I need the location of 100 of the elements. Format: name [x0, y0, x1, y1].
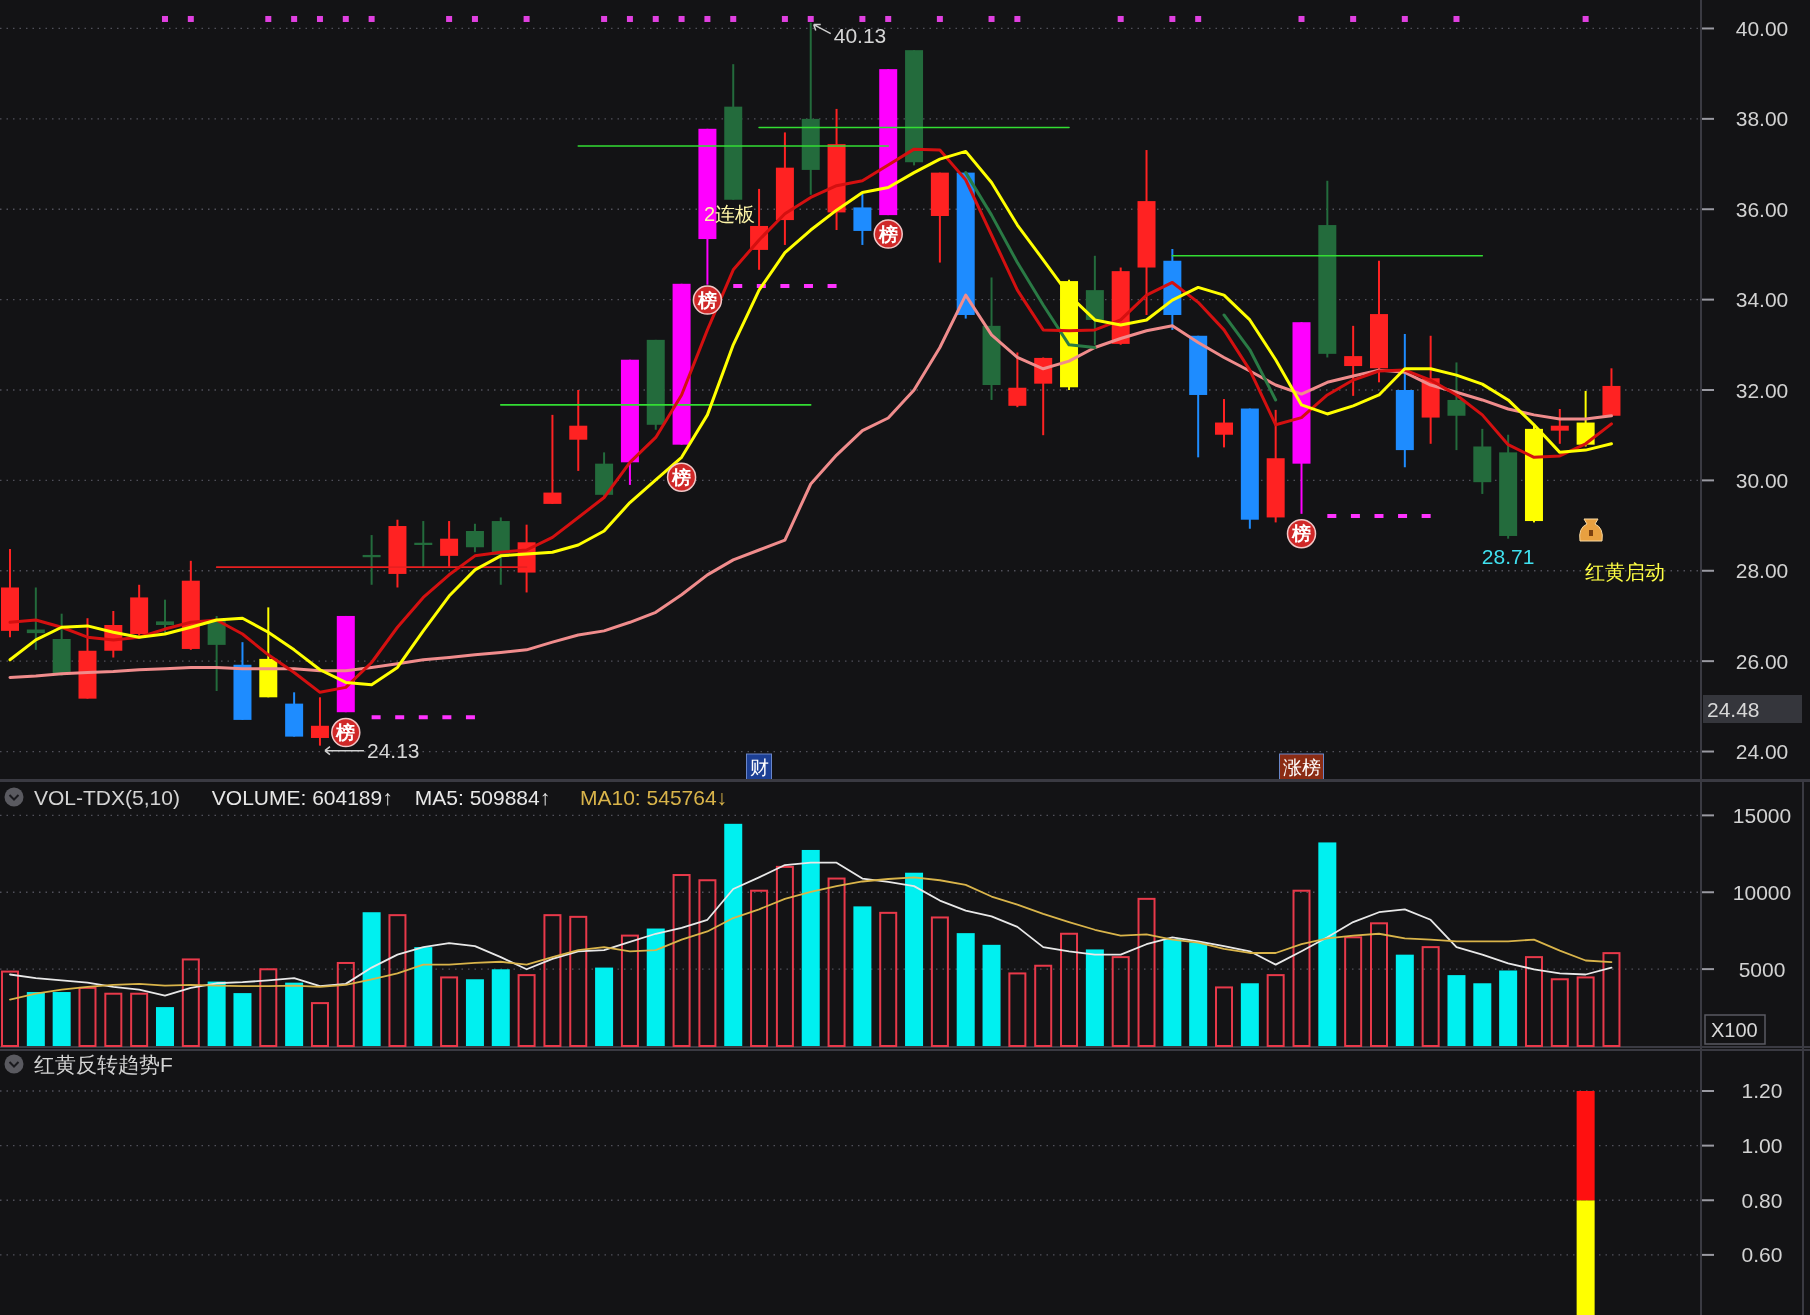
- bar: [930, 916, 949, 1047]
- point: [368, 15, 375, 22]
- bar: [78, 986, 97, 1047]
- point: [187, 15, 194, 22]
- bar: [827, 877, 846, 1047]
- candlestick: [1344, 324, 1363, 397]
- point: [1117, 15, 1124, 22]
- bar: [905, 872, 924, 1046]
- bar: [1369, 922, 1388, 1047]
- bar: [181, 958, 200, 1047]
- y-tick-label: 1.00: [1741, 1134, 1783, 1158]
- chart-title: 红黄反转趋势F: [34, 1052, 173, 1076]
- point: [730, 15, 737, 22]
- point: [859, 15, 866, 22]
- point: [1453, 15, 1460, 22]
- bar: [1576, 976, 1595, 1047]
- y-tick-label: 36.00: [1735, 197, 1789, 221]
- point: [626, 15, 633, 22]
- y-tick-label: 38.00: [1735, 107, 1789, 131]
- point: [807, 15, 814, 22]
- bar: [1421, 946, 1440, 1047]
- y-tick-label: 0.60: [1741, 1243, 1783, 1267]
- text: 24.13: [366, 739, 420, 763]
- point: [1169, 15, 1176, 22]
- candlestick: [1447, 361, 1466, 452]
- bar: [879, 911, 898, 1047]
- bar: [1008, 972, 1027, 1047]
- bar: [1163, 938, 1182, 1046]
- y-tick-label: 10000: [1732, 880, 1792, 904]
- point: [885, 15, 892, 22]
- annotation: 财: [749, 756, 769, 778]
- bar: [1060, 932, 1079, 1047]
- text: 24.48: [1707, 697, 1760, 721]
- y-tick-label: 0.80: [1741, 1188, 1783, 1212]
- bar: [1292, 889, 1311, 1047]
- candlestick: [465, 522, 484, 554]
- candlestick: [440, 520, 459, 569]
- data-label: 榜: [696, 289, 717, 311]
- data-label: 榜: [671, 466, 692, 488]
- text: MA10: 545764↓: [580, 785, 728, 809]
- bar: [1447, 975, 1466, 1046]
- bar: [724, 823, 743, 1046]
- point: [601, 15, 608, 22]
- bar: [130, 992, 149, 1047]
- annotation: VOLUME: 604189↑: [211, 785, 393, 809]
- y-tick-label: 1.20: [1741, 1079, 1783, 1103]
- candlestick: [853, 192, 872, 246]
- y-tick-label: 28.00: [1735, 559, 1789, 583]
- candlestick: [155, 598, 174, 636]
- point: [446, 15, 453, 22]
- point: [1582, 15, 1589, 22]
- data-label: 榜: [877, 223, 898, 245]
- chart-title: VOL-TDX(5,10): [34, 785, 180, 809]
- y-tick-label: 30.00: [1735, 468, 1789, 492]
- bar: [1266, 974, 1285, 1047]
- bar: [1034, 964, 1053, 1047]
- bar: [1111, 956, 1130, 1047]
- bar: [233, 993, 252, 1046]
- bar: [543, 914, 562, 1047]
- data-label: 榜: [1291, 523, 1311, 545]
- bar: [1344, 936, 1363, 1047]
- candlestick: [569, 389, 588, 472]
- point: [1195, 15, 1202, 22]
- y-tick-label: 26.00: [1735, 649, 1789, 673]
- bar: [1395, 954, 1414, 1046]
- bar: [672, 874, 691, 1047]
- point: [291, 15, 298, 22]
- bar: [750, 889, 769, 1047]
- bar: [1473, 983, 1492, 1046]
- text: 40.13: [833, 24, 887, 48]
- point: [342, 15, 349, 22]
- candlestick: [1215, 398, 1234, 449]
- bar: [1189, 942, 1208, 1046]
- bar: [336, 961, 355, 1047]
- bar: [155, 1007, 174, 1046]
- bar: [440, 976, 459, 1047]
- point: [704, 15, 711, 22]
- y-tick-label: 34.00: [1735, 288, 1789, 312]
- bar: [1, 970, 19, 1047]
- bar: [853, 906, 872, 1046]
- bar: [646, 928, 665, 1046]
- bar: [362, 912, 381, 1046]
- bar: [982, 944, 1001, 1046]
- point: [652, 15, 659, 22]
- candlestick: [1550, 407, 1569, 445]
- bar: [285, 982, 304, 1046]
- candlestick: [310, 696, 329, 747]
- y-tick-label: 5000: [1738, 957, 1786, 981]
- bar: [104, 992, 123, 1047]
- annotation: 涨榜: [1282, 756, 1321, 778]
- bar: [1499, 970, 1518, 1046]
- point: [1401, 15, 1408, 22]
- bar: [465, 979, 484, 1046]
- bar: [1085, 949, 1104, 1046]
- point: [471, 15, 478, 22]
- candlestick: [1008, 351, 1027, 409]
- bar: [52, 992, 71, 1046]
- bar: [620, 934, 639, 1047]
- bar: [491, 969, 510, 1046]
- bar: [1524, 956, 1543, 1047]
